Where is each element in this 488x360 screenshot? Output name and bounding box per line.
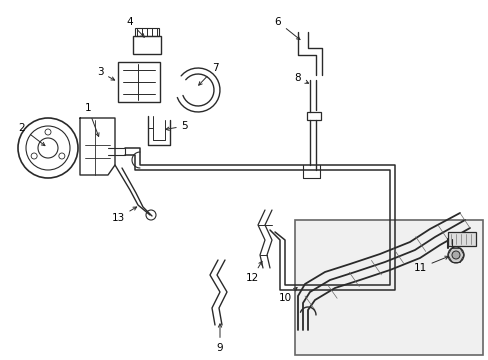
Bar bbox=[306, 112, 320, 120]
Text: 8: 8 bbox=[294, 73, 308, 83]
Bar bbox=[133, 36, 161, 54]
Text: 1: 1 bbox=[84, 103, 99, 136]
Text: 13: 13 bbox=[111, 207, 136, 223]
Bar bbox=[118, 62, 160, 102]
Text: 12: 12 bbox=[245, 261, 262, 283]
Circle shape bbox=[447, 247, 463, 263]
Text: 11: 11 bbox=[412, 256, 447, 273]
FancyBboxPatch shape bbox=[294, 220, 482, 355]
Text: 6: 6 bbox=[274, 17, 299, 40]
Text: 9: 9 bbox=[216, 324, 223, 353]
Text: 7: 7 bbox=[198, 63, 218, 85]
Text: 2: 2 bbox=[19, 123, 45, 146]
Text: 3: 3 bbox=[97, 67, 114, 80]
Text: 5: 5 bbox=[165, 121, 188, 131]
Circle shape bbox=[451, 251, 459, 259]
Bar bbox=[135, 28, 159, 36]
Text: 10: 10 bbox=[278, 288, 297, 303]
Bar bbox=[447, 232, 475, 246]
Text: 4: 4 bbox=[126, 17, 144, 37]
